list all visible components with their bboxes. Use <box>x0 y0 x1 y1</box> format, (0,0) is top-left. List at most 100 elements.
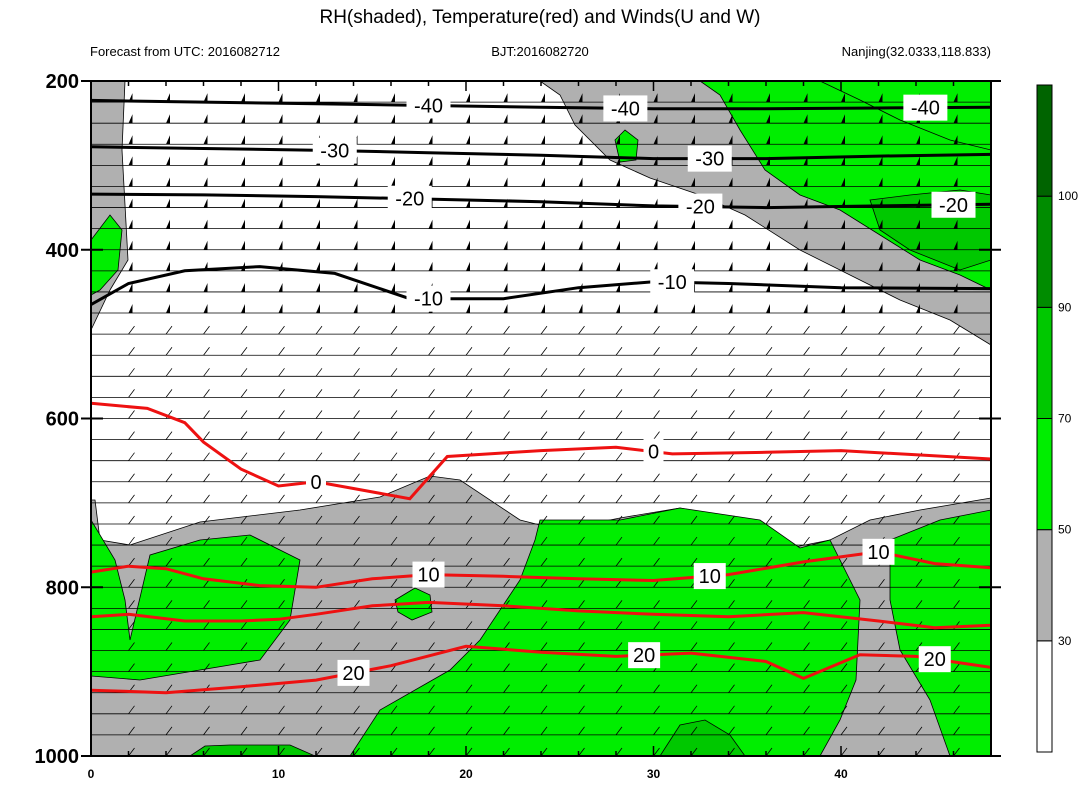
wind-barb-tick <box>165 536 173 546</box>
wind-barb-tick <box>278 726 285 736</box>
wind-barb-flag <box>391 156 395 166</box>
wind-barb-flag <box>653 93 658 103</box>
wind-barb-flag <box>766 261 770 271</box>
wind-barb-flag <box>428 135 433 145</box>
wind-barb-flag <box>428 219 433 229</box>
wind-barb-tick <box>165 368 173 377</box>
black-contour-line <box>91 265 991 306</box>
wind-barb-tick <box>615 663 623 672</box>
wind-barb-flag <box>841 135 845 145</box>
wind-barb-tick <box>803 579 810 588</box>
wind-barb-tick <box>615 346 623 356</box>
wind-barb-flag <box>279 72 283 81</box>
wind-barb-tick <box>953 663 960 672</box>
rh-green-left-upper <box>91 214 123 296</box>
wind-barb-flag <box>128 261 133 271</box>
wind-barb-tick <box>803 621 810 630</box>
wind-barb-tick <box>390 473 398 483</box>
x-tick-label: 10 <box>272 767 286 781</box>
wind-barb-flag <box>878 304 883 314</box>
wind-barb-tick <box>915 705 923 715</box>
wind-barb-flag <box>166 282 170 292</box>
wind-barb-tick <box>315 557 323 567</box>
wind-barb-tick <box>428 473 435 483</box>
contour-label: 20 <box>924 649 946 671</box>
wind-barb-tick <box>353 515 360 525</box>
colorbar-segment <box>1036 640 1053 753</box>
wind-barb-flag <box>316 261 320 271</box>
wind-barb-flag <box>391 304 395 314</box>
wind-barb-flag <box>691 240 695 250</box>
wind-barb-tick <box>465 726 473 736</box>
wind-barb-flag <box>541 240 545 250</box>
colorbar-segment <box>1036 529 1053 642</box>
wind-barb-tick <box>840 663 848 672</box>
wind-barb-tick <box>915 515 923 525</box>
wind-barb-tick <box>578 621 585 630</box>
wind-barb-tick <box>203 705 210 715</box>
wind-barb-flag <box>166 261 170 271</box>
wind-barb-tick <box>578 346 585 356</box>
wind-barb-tick <box>428 346 435 356</box>
wind-barb-tick <box>428 642 435 651</box>
wind-barb-tick <box>953 346 960 356</box>
wind-barb-flag <box>278 135 283 145</box>
contour-label-box <box>643 438 664 465</box>
y-tick-label: 400 <box>46 240 79 262</box>
wind-barb-tick <box>390 705 398 715</box>
wind-barb-tick <box>915 579 923 588</box>
wind-barb-tick <box>203 431 210 440</box>
wind-barb-tick <box>540 325 548 335</box>
wind-barb-flag <box>203 114 208 124</box>
wind-barb-flag <box>391 261 395 271</box>
wind-barb-tick <box>803 431 810 440</box>
wind-barb-flag <box>803 135 808 145</box>
wind-barb-flag <box>316 72 320 81</box>
wind-barb-flag <box>353 114 358 124</box>
wind-barb-tick <box>878 642 885 651</box>
wind-barb-tick <box>578 557 585 567</box>
wind-barb-flag <box>466 219 470 229</box>
wind-barb-tick <box>653 325 660 335</box>
wind-barb-tick <box>315 389 323 398</box>
wind-barb-flag <box>278 240 283 250</box>
y-tick-label: 1000 <box>35 746 80 768</box>
wind-barb-tick <box>840 473 848 483</box>
wind-barb-tick <box>315 368 323 377</box>
wind-barb-tick <box>578 684 585 693</box>
wind-barb-tick <box>803 346 810 356</box>
wind-barb-tick <box>728 726 735 736</box>
wind-barb-tick <box>353 431 360 440</box>
wind-barb-flag <box>803 219 808 229</box>
wind-barb-tick <box>503 473 510 483</box>
wind-barb-tick <box>840 431 848 440</box>
wind-barb-flag <box>878 156 883 166</box>
wind-barb-tick <box>203 410 210 419</box>
black-contour-line <box>91 192 991 210</box>
wind-barb-tick <box>615 368 623 377</box>
wind-barb-tick <box>128 621 135 630</box>
wind-barb-tick <box>803 726 810 736</box>
colorbar-label: 100 <box>1058 189 1078 203</box>
wind-barb-tick <box>540 557 548 567</box>
wind-barb-tick <box>203 747 210 756</box>
wind-barb-tick <box>240 452 248 461</box>
wind-barb-flag <box>353 261 358 271</box>
wind-barb-flag <box>541 156 545 166</box>
wind-barb-tick <box>428 410 435 419</box>
wind-barb-tick <box>165 579 173 588</box>
wind-barb-tick <box>503 705 510 715</box>
wind-barb-tick <box>128 346 135 356</box>
wind-barb-tick <box>465 368 473 377</box>
rh-colorbar: 30 50 70 90 100 <box>1036 84 1078 753</box>
wind-barb-tick <box>278 431 285 440</box>
wind-barb-tick <box>615 726 623 736</box>
wind-barb-tick <box>465 579 473 588</box>
wind-barb-flag <box>503 156 508 166</box>
wind-barb-tick <box>690 684 698 693</box>
contour-label-box <box>603 95 648 122</box>
wind-barb-tick <box>728 431 735 440</box>
wind-barb-flag <box>953 156 958 166</box>
wind-barb-tick <box>240 747 248 756</box>
contour-label-box <box>687 145 732 172</box>
